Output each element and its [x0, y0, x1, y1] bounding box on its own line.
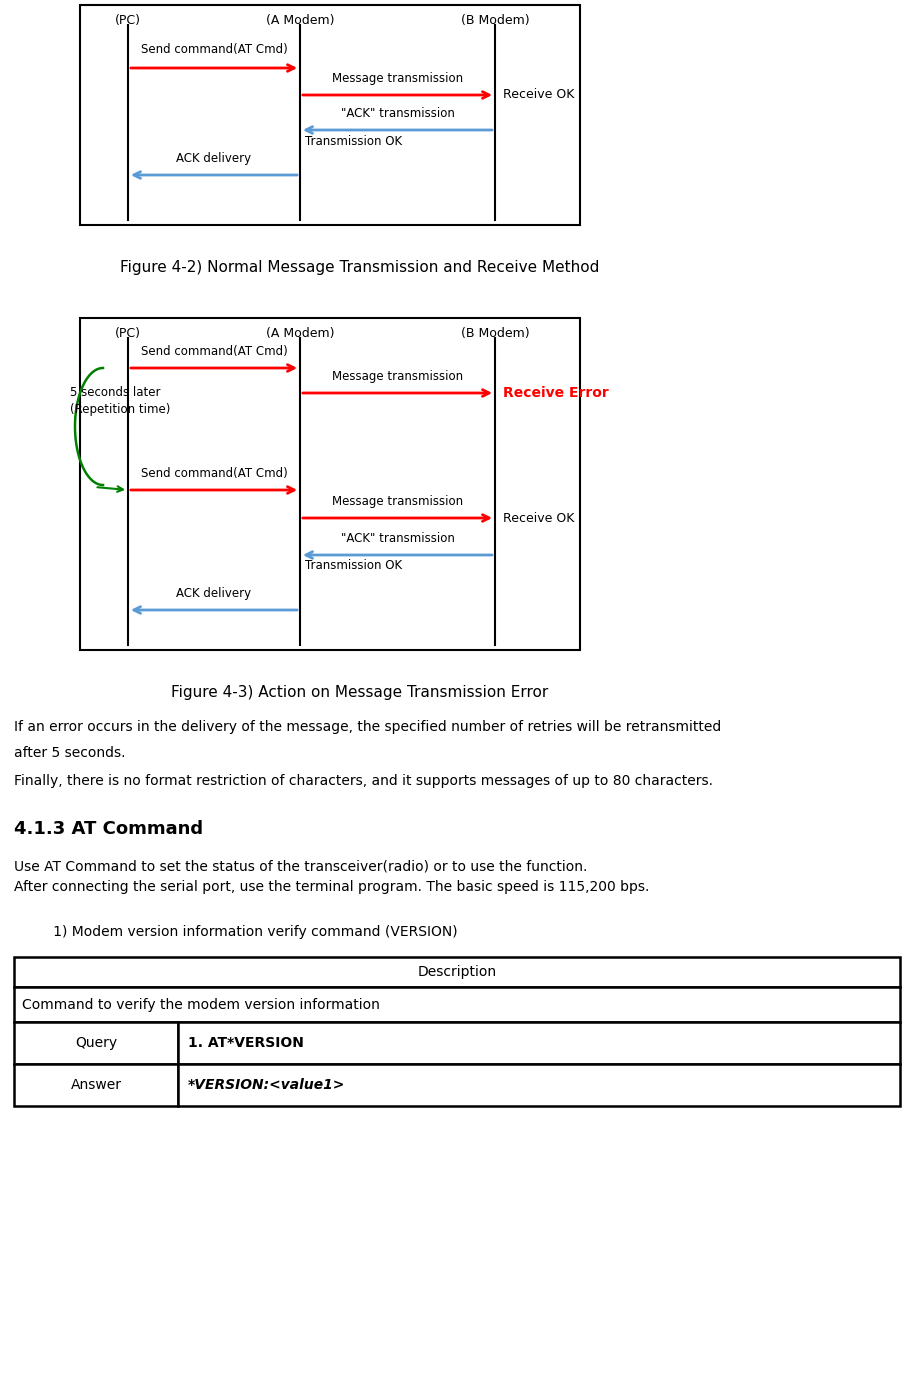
- Text: Receive OK: Receive OK: [503, 88, 575, 102]
- Text: 4.1.3 AT Command: 4.1.3 AT Command: [14, 821, 204, 837]
- Text: 1. AT*VERSION: 1. AT*VERSION: [188, 1036, 304, 1050]
- Text: Query: Query: [75, 1036, 117, 1050]
- Text: Receive Error: Receive Error: [503, 386, 609, 400]
- Text: If an error occurs in the delivery of the message, the specified number of retri: If an error occurs in the delivery of th…: [14, 720, 721, 734]
- Text: Answer: Answer: [71, 1078, 122, 1092]
- Text: Figure 4-3) Action on Message Transmission Error: Figure 4-3) Action on Message Transmissi…: [171, 685, 549, 700]
- Text: after 5 seconds.: after 5 seconds.: [14, 747, 125, 761]
- Text: Send command(AT Cmd): Send command(AT Cmd): [141, 467, 287, 480]
- Text: Message transmission: Message transmission: [332, 73, 463, 85]
- Text: Send command(AT Cmd): Send command(AT Cmd): [141, 43, 287, 56]
- Bar: [80, 6, 580, 225]
- Bar: [14, 987, 900, 1022]
- Text: Message transmission: Message transmission: [332, 495, 463, 507]
- Text: "ACK" transmission: "ACK" transmission: [341, 533, 454, 545]
- Text: Send command(AT Cmd): Send command(AT Cmd): [141, 345, 287, 358]
- Bar: [14, 1064, 178, 1106]
- Bar: [14, 958, 900, 987]
- Text: "ACK" transmission: "ACK" transmission: [341, 108, 454, 120]
- Text: ACK delivery: ACK delivery: [177, 152, 251, 165]
- Text: (Repetition time): (Repetition time): [70, 403, 170, 415]
- Text: Transmission OK: Transmission OK: [305, 136, 402, 148]
- Text: (B Modem): (B Modem): [460, 14, 530, 27]
- Text: Figure 4-2) Normal Message Transmission and Receive Method: Figure 4-2) Normal Message Transmission …: [121, 260, 600, 275]
- Text: Receive OK: Receive OK: [503, 512, 575, 524]
- Text: 5 seconds later: 5 seconds later: [70, 386, 160, 398]
- Text: ACK delivery: ACK delivery: [177, 587, 251, 600]
- Text: Use AT Command to set the status of the transceiver(radio) or to use the functio: Use AT Command to set the status of the …: [14, 860, 588, 874]
- Text: (B Modem): (B Modem): [460, 327, 530, 340]
- Text: After connecting the serial port, use the terminal program. The basic speed is 1: After connecting the serial port, use th…: [14, 879, 649, 893]
- Bar: [178, 1064, 900, 1106]
- Text: Command to verify the modem version information: Command to verify the modem version info…: [22, 998, 379, 1012]
- Bar: [178, 1022, 900, 1064]
- Text: (PC): (PC): [115, 327, 141, 340]
- Bar: [14, 1022, 178, 1064]
- Text: Finally, there is no format restriction of characters, and it supports messages : Finally, there is no format restriction …: [14, 774, 713, 788]
- Text: Description: Description: [417, 965, 496, 979]
- Text: (A Modem): (A Modem): [266, 327, 334, 340]
- Text: Message transmission: Message transmission: [332, 370, 463, 383]
- Text: 1) Modem version information verify command (VERSION): 1) Modem version information verify comm…: [40, 925, 458, 939]
- Text: *VERSION:<value1>: *VERSION:<value1>: [188, 1078, 345, 1092]
- Text: (A Modem): (A Modem): [266, 14, 334, 27]
- Text: Transmission OK: Transmission OK: [305, 559, 402, 572]
- Bar: [80, 317, 580, 650]
- Text: (PC): (PC): [115, 14, 141, 27]
